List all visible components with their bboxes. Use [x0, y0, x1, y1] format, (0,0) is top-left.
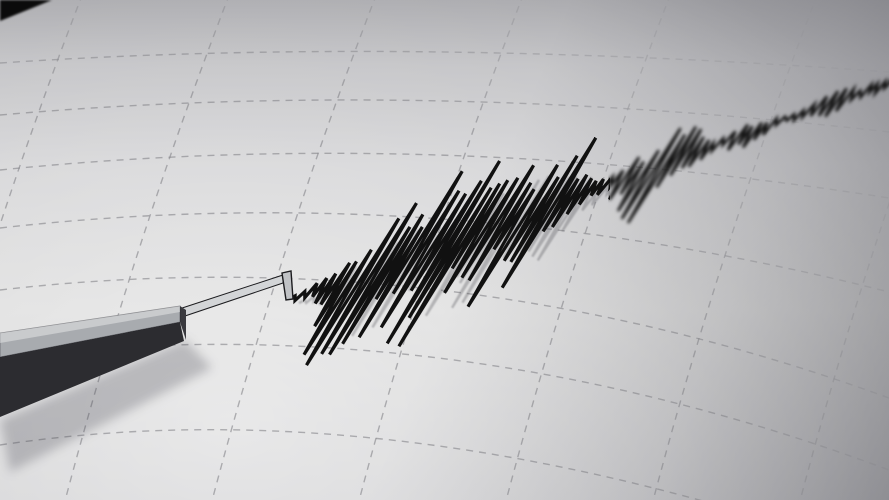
- stylus-arm-side-face: [0, 322, 184, 417]
- grid-line: [211, 0, 376, 500]
- grid-line: [0, 0, 82, 228]
- stylus-arm-top-highlight: [0, 306, 180, 343]
- grid-line: [505, 0, 670, 500]
- grid-line: [0, 152, 889, 199]
- stylus-arm-top-face: [0, 305, 181, 358]
- corner-wedge-shape: [0, 0, 52, 21]
- grid-line: [64, 0, 229, 500]
- grid-line: [652, 0, 817, 500]
- grid-line: [0, 99, 889, 133]
- stylus-arm-end-cap: [180, 306, 186, 340]
- grid-line: [0, 50, 889, 73]
- grid-line: [358, 0, 523, 500]
- grid-line: [0, 343, 889, 471]
- grid-line: [0, 428, 702, 500]
- stylus-nib: [281, 270, 294, 301]
- stylus-shadow-shape: [0, 340, 212, 472]
